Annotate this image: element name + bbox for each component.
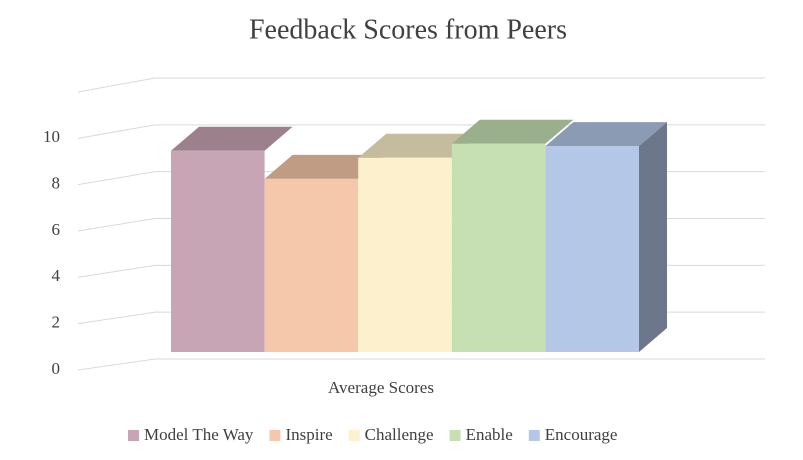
y-tick-label: 4 [52, 266, 61, 285]
y-tick-label: 6 [52, 220, 61, 239]
bar-top [171, 126, 293, 151]
legend-swatch [128, 430, 139, 441]
chart-title: Feedback Scores from Peers [249, 14, 567, 45]
bar [171, 150, 265, 352]
bar-top [451, 119, 574, 144]
bar-top [545, 122, 667, 147]
bar-top [358, 133, 480, 158]
y-tick-label: 0 [52, 359, 61, 378]
y-tick-label: 10 [43, 127, 60, 146]
bar [545, 146, 639, 352]
bar [358, 157, 452, 352]
bar [264, 178, 359, 352]
y-tick-label: 2 [52, 313, 61, 332]
legend-label: Inspire [285, 425, 332, 444]
bar [451, 143, 546, 352]
grid-line [77, 358, 765, 371]
legend-swatch [348, 430, 360, 441]
bar-side [639, 122, 667, 352]
legend-swatch [449, 430, 461, 441]
legend-label: Model The Way [144, 425, 254, 444]
legend-swatch [528, 430, 540, 441]
legend-swatch [269, 430, 281, 441]
grid-line [77, 77, 765, 93]
legend-label: Enable [466, 425, 513, 444]
y-tick-label: 8 [52, 174, 61, 193]
legend-label: Challenge [365, 425, 434, 444]
x-tick-label: Average Scores [328, 378, 434, 397]
bar-top [264, 154, 387, 179]
legend-label: Encourage [545, 425, 618, 444]
